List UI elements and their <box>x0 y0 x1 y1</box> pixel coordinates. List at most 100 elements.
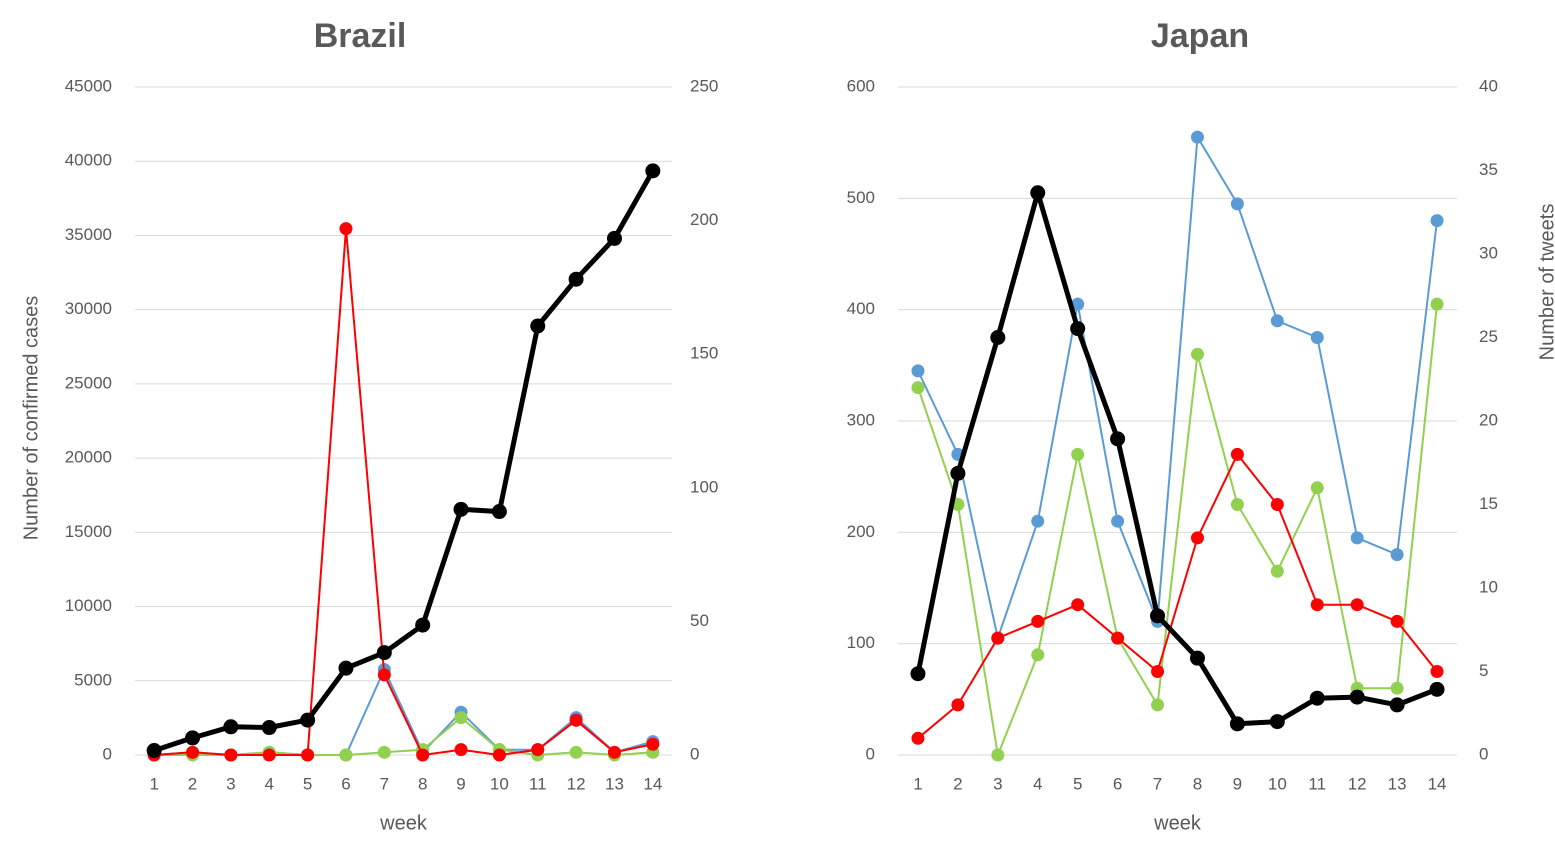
data-point <box>1111 631 1125 645</box>
y-axis-label: Number of confirmed cases <box>20 296 42 541</box>
data-point <box>1189 650 1205 666</box>
data-point <box>950 465 966 481</box>
data-point <box>911 731 925 745</box>
data-point <box>951 698 965 712</box>
data-point <box>1230 498 1244 511</box>
data-point <box>568 271 584 287</box>
data-point <box>301 748 315 762</box>
data-point <box>1390 614 1404 628</box>
data-point <box>1190 347 1204 361</box>
data-point <box>223 719 239 735</box>
x-tick-label: 14 <box>1428 774 1447 793</box>
data-point <box>224 748 238 762</box>
x-tick-label: 12 <box>1348 774 1367 793</box>
y2-tick-label: 0 <box>690 744 699 763</box>
data-point <box>606 230 622 246</box>
x-tick-label: 7 <box>380 774 389 793</box>
data-point <box>1309 690 1325 706</box>
x-tick-label: 4 <box>1033 774 1042 793</box>
y2-tick-label: 100 <box>690 477 718 496</box>
data-point <box>1071 598 1085 612</box>
x-tick-label: 8 <box>418 774 427 793</box>
data-point <box>1230 447 1244 461</box>
x-tick-label: 1 <box>913 774 922 793</box>
x-tick-label: 6 <box>1113 774 1122 793</box>
series-0 <box>146 163 661 759</box>
x-tick-label: 8 <box>1193 774 1202 793</box>
series-line <box>917 303 1438 756</box>
x-tick-label: 3 <box>993 774 1002 793</box>
data-point <box>1349 689 1365 705</box>
data-point <box>1151 665 1165 678</box>
x-tick-label: 13 <box>1388 774 1407 793</box>
y2-tick-label: 250 <box>690 76 718 95</box>
y-tick-label: 45000 <box>65 76 112 95</box>
data-point <box>1031 514 1045 528</box>
y-tick-label: 600 <box>847 76 875 95</box>
data-point <box>1030 185 1046 201</box>
data-point <box>1390 548 1404 562</box>
series-line <box>154 227 654 756</box>
x-tick-label: 13 <box>605 774 624 793</box>
x-tick-label: 2 <box>188 774 197 793</box>
data-point <box>1190 531 1204 545</box>
data-point <box>1270 498 1284 511</box>
data-point <box>339 748 353 762</box>
data-point <box>261 720 277 736</box>
x-tick-label: 11 <box>529 774 547 793</box>
y2-tick-label: 25 <box>1479 327 1498 346</box>
series-1 <box>911 130 1444 645</box>
x-tick-label: 9 <box>456 774 465 793</box>
data-point <box>492 748 506 762</box>
data-point <box>646 737 660 751</box>
y2-tick-label: 10 <box>1479 577 1498 596</box>
data-point <box>1151 698 1165 712</box>
y-tick-label: 100 <box>847 633 875 652</box>
y-tick-label: 20000 <box>65 448 112 467</box>
y2-tick-label: 0 <box>1479 744 1488 763</box>
series-2 <box>911 297 1444 762</box>
data-point <box>1430 665 1444 678</box>
y2-tick-label: 200 <box>690 210 718 229</box>
data-point <box>911 364 925 378</box>
chart-japan: Japan01002003004005006000510152025303540… <box>847 17 1555 834</box>
data-point <box>339 222 353 236</box>
x-tick-label: 6 <box>341 774 350 793</box>
data-point <box>1310 598 1324 612</box>
series-1 <box>147 662 660 762</box>
data-point <box>991 631 1005 645</box>
data-point <box>1111 514 1125 528</box>
x-tick-label: 10 <box>1268 774 1287 793</box>
y2-tick-label: 30 <box>1479 243 1498 262</box>
data-point <box>1350 531 1364 545</box>
data-point <box>300 712 316 728</box>
y2-tick-label: 20 <box>1479 410 1498 429</box>
x-tick-label: 14 <box>643 774 662 793</box>
data-point <box>146 743 162 759</box>
data-point <box>1350 598 1364 612</box>
y-tick-label: 40000 <box>65 151 112 170</box>
y-tick-label: 0 <box>103 744 112 763</box>
chart-brazil: Brazil0500010000150002000025000300003500… <box>20 17 718 834</box>
data-point <box>607 745 621 759</box>
x-tick-label: 1 <box>149 774 158 793</box>
data-point <box>1270 564 1284 578</box>
series-3 <box>911 447 1444 745</box>
x-tick-label: 3 <box>226 774 235 793</box>
data-point <box>453 501 469 517</box>
x-tick-label: 5 <box>303 774 312 793</box>
data-point <box>1310 331 1324 344</box>
x-tick-label: 4 <box>265 774 274 793</box>
y2-tick-label: 35 <box>1479 160 1498 179</box>
data-point <box>185 730 201 746</box>
data-point <box>531 743 545 757</box>
data-point <box>991 748 1005 762</box>
data-point <box>1031 614 1045 628</box>
data-point <box>1310 481 1324 495</box>
y-tick-label: 10000 <box>65 596 112 615</box>
x-tick-label: 10 <box>490 774 509 793</box>
y-tick-label: 400 <box>847 299 875 318</box>
chart-title: Brazil <box>314 17 407 55</box>
data-point <box>376 645 392 661</box>
y-tick-label: 200 <box>847 522 875 541</box>
